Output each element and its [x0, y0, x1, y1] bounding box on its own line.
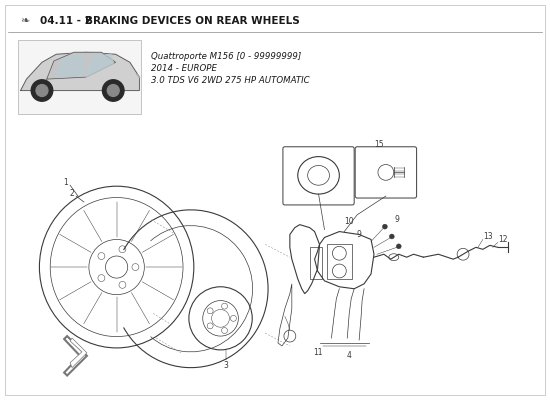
Text: BRAKING DEVICES ON REAR WHEELS: BRAKING DEVICES ON REAR WHEELS: [85, 16, 300, 26]
Text: 12: 12: [498, 235, 508, 244]
Circle shape: [389, 234, 394, 239]
FancyBboxPatch shape: [355, 147, 416, 198]
Circle shape: [382, 224, 387, 229]
Text: 3.0 TDS V6 2WD 275 HP AUTOMATIC: 3.0 TDS V6 2WD 275 HP AUTOMATIC: [151, 76, 310, 85]
Text: 2014 - EUROPE: 2014 - EUROPE: [151, 64, 217, 73]
Text: 13: 13: [483, 232, 493, 241]
Bar: [18, 40, 141, 114]
Text: ❧: ❧: [20, 16, 29, 26]
Polygon shape: [70, 338, 87, 368]
Circle shape: [102, 80, 124, 101]
FancyBboxPatch shape: [283, 147, 354, 205]
Text: 1: 1: [63, 178, 68, 187]
Text: 15: 15: [374, 140, 383, 149]
Text: 3: 3: [223, 361, 228, 370]
Polygon shape: [20, 52, 139, 90]
Polygon shape: [47, 52, 115, 79]
Text: 9: 9: [357, 230, 361, 239]
Polygon shape: [86, 54, 113, 77]
Circle shape: [396, 244, 401, 249]
Circle shape: [31, 80, 53, 101]
Text: 2: 2: [70, 188, 74, 198]
Circle shape: [107, 85, 119, 96]
Circle shape: [36, 85, 48, 96]
Polygon shape: [56, 54, 84, 77]
Text: 4: 4: [347, 351, 351, 360]
Text: 11: 11: [313, 348, 322, 357]
Text: Quattroporte M156 [0 - 99999999]: Quattroporte M156 [0 - 99999999]: [151, 52, 301, 61]
Text: 10: 10: [344, 217, 354, 226]
Bar: [310, 247, 322, 279]
Text: 9: 9: [394, 215, 399, 224]
Text: 04.11 - 2: 04.11 - 2: [40, 16, 92, 26]
Bar: [327, 244, 352, 279]
